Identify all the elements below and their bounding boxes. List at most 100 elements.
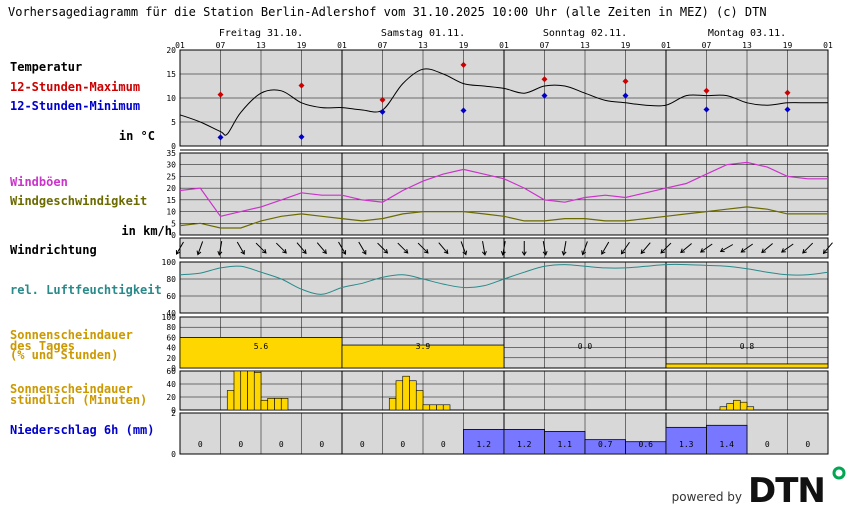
gust-label: Windböen [10,175,68,189]
wind-arrow [255,242,267,254]
temp-min-point [622,92,629,99]
wind-arrow-head [761,248,766,254]
temp-unit-label: in °C [119,129,155,143]
wind-arrow-shaft [720,244,734,252]
wind-arrow [438,242,449,255]
powered-by-text: powered by [672,490,742,504]
y-tick-label: 0 [171,142,176,151]
sunshine-hourly-bar [402,375,410,411]
precip-value: 1.3 [679,440,694,449]
day-labels: Freitag 31.10. Samstag 01.11. Sonntag 02.1… [219,28,786,39]
wind-arrow [601,241,610,255]
y-tick-label: 0 [171,364,176,373]
y-tick-label: 40 [166,344,176,353]
wind-arrow-shaft [582,241,588,255]
wind-arrow-head [196,250,202,256]
wind-arrow [640,242,651,255]
sunshine-hourly-bar [240,370,248,411]
hour-label: 01 [823,41,833,50]
wind-arrow-head [217,250,223,256]
temp-max-point [217,91,224,98]
wind-arrow-head [383,248,389,254]
sunshine-hourly-bar [388,397,397,411]
temp-max-point [460,61,467,68]
wind-arrow [719,244,734,253]
wind-arrow-shaft [460,241,467,255]
hour-ticks: 01 07 13 19 01 07 13 19 01 07 13 19 01 07 13 19 01 [175,41,833,50]
temp-max-point [379,96,386,103]
hour-label: 01 [337,41,347,50]
precip-value: 0 [765,440,770,449]
temp-min-point [541,92,548,99]
wind-arrow-shaft [296,242,307,254]
wind-arrow [316,242,327,255]
y-tick-label: 40 [166,309,176,318]
precip-value: 0 [360,440,365,449]
temp-min-point [379,108,386,115]
wind-arrow-head [175,250,181,255]
wind-arrow [660,242,672,254]
wind-arrow [542,241,548,256]
y-tick-label: 10 [166,208,176,217]
wind-arrow-head [261,248,267,254]
precip-value: 0 [319,440,324,449]
temperature-line [179,68,828,136]
wind-arrow-head [780,248,786,253]
day-label: Freitag 31.10. [219,28,303,39]
sun-daily-label-1: Sonnenscheindauer [10,328,133,342]
wind-arrow-shaft [502,241,506,255]
wind-arrow-head [500,250,506,256]
temp-max-label: 12-Stunden-Maximum [10,80,140,94]
wind-arrow [581,241,588,256]
humidity-label: rel. Luftfeuchtigkeit [10,283,162,297]
hour-label: 19 [621,41,631,50]
hour-label: 13 [256,41,266,50]
hour-label: 13 [742,41,752,50]
sunshine-hourly-bar [733,399,741,411]
precip-value: 0 [198,440,203,449]
precip-value: 0 [441,440,446,449]
wind-arrow-shaft [417,242,429,254]
y-tick-label: 100 [162,258,177,267]
precip-value: 0 [238,440,243,449]
wind-arrow-shaft [823,242,833,254]
dtn-logo-dot [832,466,846,480]
y-tick-label: 30 [166,161,176,170]
wind-arrow-shaft [358,241,367,255]
wind-arrow [680,243,692,254]
wind-arrow-shaft [197,241,204,255]
y-tick-label: 35 [166,149,176,158]
precip-bar [706,424,748,455]
header-title: Vorhersagediagramm für die Station Berli… [8,5,767,19]
wind-arrow-head [362,250,367,255]
wind-arrow-shaft [761,243,773,253]
wind-arrow [417,242,429,254]
wind-arrow-shaft [542,241,547,255]
temp-min-point [298,133,305,140]
wind-unit-label: in km/h [121,224,172,238]
y-tick-label: 80 [166,323,176,332]
sunshine-daily-bar [179,336,343,369]
wind-arrow-shaft [680,243,692,253]
y-tick-label: 2 [171,409,176,418]
wind-arrow-head [403,248,409,254]
wind-arrow [196,241,204,256]
sunshine-daily-value: 0.0 [578,342,593,351]
wind-arrow-head [740,248,746,253]
hour-label: 01 [661,41,671,50]
sunshine-hourly-bar [267,397,275,411]
y-tick-label: 60 [166,292,176,301]
sunshine-hourly-bar [746,406,755,411]
wind-panel: 0 5 10 15 20 25 30 35 [166,149,829,240]
wind-arrow-head [481,250,487,256]
hour-label: 13 [580,41,590,50]
precip-value: 0 [279,440,284,449]
y-tick-label: 100 [162,313,177,322]
precip-value: 0 [400,440,405,449]
y-tick-label: 60 [166,367,176,376]
wind-arrow-head [282,248,287,254]
day-label: Montag 03.11. [708,28,786,39]
wind-arrow-shaft [316,242,327,254]
wind-arrow-head [443,249,449,255]
wind-arrow-shaft [640,242,651,254]
